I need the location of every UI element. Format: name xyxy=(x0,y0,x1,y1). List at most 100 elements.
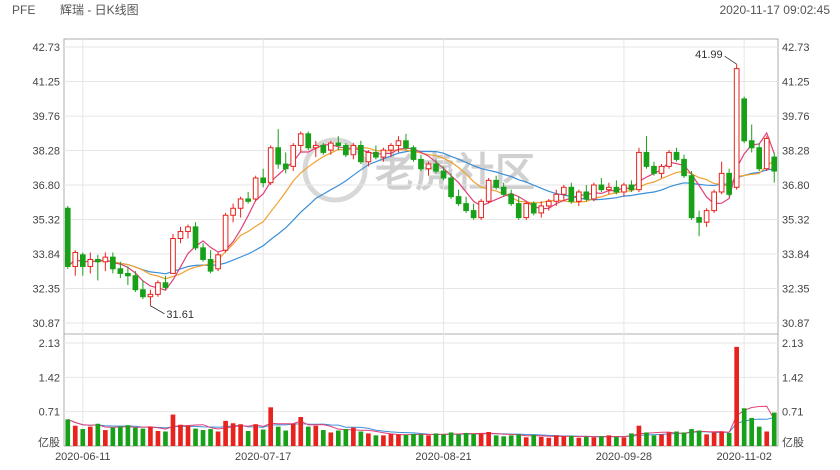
candle[interactable] xyxy=(260,168,266,188)
volume-bar[interactable] xyxy=(110,427,116,446)
candle[interactable] xyxy=(335,136,342,151)
candle[interactable] xyxy=(681,154,687,179)
volume-bar[interactable] xyxy=(351,427,356,446)
volume-bar[interactable] xyxy=(644,432,649,446)
volume-bar[interactable] xyxy=(215,431,221,446)
volume-bar[interactable] xyxy=(411,433,416,446)
candle[interactable] xyxy=(628,180,635,192)
candle[interactable] xyxy=(252,175,259,202)
volume-bar[interactable] xyxy=(208,429,213,446)
candle[interactable] xyxy=(79,252,86,276)
candle[interactable] xyxy=(365,150,372,167)
volume-bar[interactable] xyxy=(614,436,619,446)
candle[interactable] xyxy=(636,147,642,192)
volume-bar[interactable] xyxy=(335,430,341,446)
candle[interactable] xyxy=(485,178,492,204)
candle[interactable] xyxy=(403,133,409,151)
volume-bar[interactable] xyxy=(471,433,476,446)
volume-bar[interactable] xyxy=(704,434,709,446)
volume-bar[interactable] xyxy=(343,429,349,446)
volume-bar[interactable] xyxy=(80,429,86,446)
volume-bar[interactable] xyxy=(245,431,251,446)
candle[interactable] xyxy=(425,161,432,176)
candle[interactable] xyxy=(500,182,507,197)
candle[interactable] xyxy=(64,205,71,269)
candle[interactable] xyxy=(170,233,176,274)
volume-bar[interactable] xyxy=(253,424,258,446)
candle[interactable] xyxy=(125,266,131,286)
candle[interactable] xyxy=(155,280,161,297)
volume-bar[interactable] xyxy=(358,431,364,446)
volume-bar[interactable] xyxy=(756,426,762,446)
volume-bar[interactable] xyxy=(268,407,274,446)
volume-bar[interactable] xyxy=(373,435,379,446)
volume-bar[interactable] xyxy=(381,435,386,446)
candle[interactable] xyxy=(756,143,763,172)
volume-bar[interactable] xyxy=(666,432,672,446)
volume-bar[interactable] xyxy=(486,431,491,446)
volume-bar[interactable] xyxy=(366,433,371,446)
volume-bar[interactable] xyxy=(290,423,296,446)
candle[interactable] xyxy=(688,171,695,220)
candle[interactable] xyxy=(523,201,530,220)
candle[interactable] xyxy=(455,189,462,206)
candle[interactable] xyxy=(410,145,417,162)
volume-bar[interactable] xyxy=(734,346,739,446)
volume-bar[interactable] xyxy=(305,426,311,446)
candle[interactable] xyxy=(140,280,146,300)
volume-bar[interactable] xyxy=(95,423,101,446)
candle[interactable] xyxy=(350,143,357,160)
candle[interactable] xyxy=(771,152,778,183)
candle[interactable] xyxy=(185,224,191,239)
volume-bar[interactable] xyxy=(328,432,334,446)
volume-bar[interactable] xyxy=(478,433,484,446)
volume-bar[interactable] xyxy=(606,435,612,446)
volume-bar[interactable] xyxy=(230,423,236,446)
volume-bar[interactable] xyxy=(659,434,664,446)
volume-bar[interactable] xyxy=(65,419,71,446)
volume-bar[interactable] xyxy=(711,432,717,446)
candle[interactable] xyxy=(215,252,221,272)
volume-bar[interactable] xyxy=(396,434,401,446)
candle[interactable] xyxy=(741,96,748,144)
candle[interactable] xyxy=(718,161,725,195)
volume-bar[interactable] xyxy=(223,420,228,446)
candle[interactable] xyxy=(267,145,274,185)
candle[interactable] xyxy=(343,143,349,158)
candle[interactable] xyxy=(87,252,94,274)
volume-bar[interactable] xyxy=(463,432,469,446)
volume-bar[interactable] xyxy=(538,436,544,446)
volume-bar[interactable] xyxy=(148,426,153,446)
candle[interactable] xyxy=(192,222,199,251)
volume-bar[interactable] xyxy=(298,416,304,446)
candle[interactable] xyxy=(606,182,612,195)
volume-bar[interactable] xyxy=(629,433,634,446)
candle[interactable] xyxy=(553,189,560,206)
volume-bar[interactable] xyxy=(178,424,183,446)
volume-bar[interactable] xyxy=(749,417,755,446)
candle[interactable] xyxy=(297,131,304,153)
candle[interactable] xyxy=(380,147,387,162)
candle[interactable] xyxy=(560,185,567,202)
volume-bar[interactable] xyxy=(591,437,597,446)
candle[interactable] xyxy=(763,136,770,172)
candle[interactable] xyxy=(613,180,620,195)
candle[interactable] xyxy=(666,150,672,169)
volume-bar[interactable] xyxy=(163,431,168,446)
volume-bar[interactable] xyxy=(681,432,687,446)
volume-bar[interactable] xyxy=(193,428,198,446)
volume-bar[interactable] xyxy=(689,429,694,446)
volume-bar[interactable] xyxy=(636,425,642,446)
candle[interactable] xyxy=(222,212,229,253)
candle[interactable] xyxy=(658,164,665,179)
volume-bar[interactable] xyxy=(155,431,161,446)
candle[interactable] xyxy=(591,182,597,202)
volume-bar[interactable] xyxy=(651,435,657,446)
volume-bar[interactable] xyxy=(599,436,604,446)
candle[interactable] xyxy=(651,161,657,176)
candle[interactable] xyxy=(748,124,755,153)
candle[interactable] xyxy=(478,198,484,220)
volume-bar[interactable] xyxy=(238,424,243,446)
candle[interactable] xyxy=(440,166,447,181)
volume-bar[interactable] xyxy=(674,431,679,446)
